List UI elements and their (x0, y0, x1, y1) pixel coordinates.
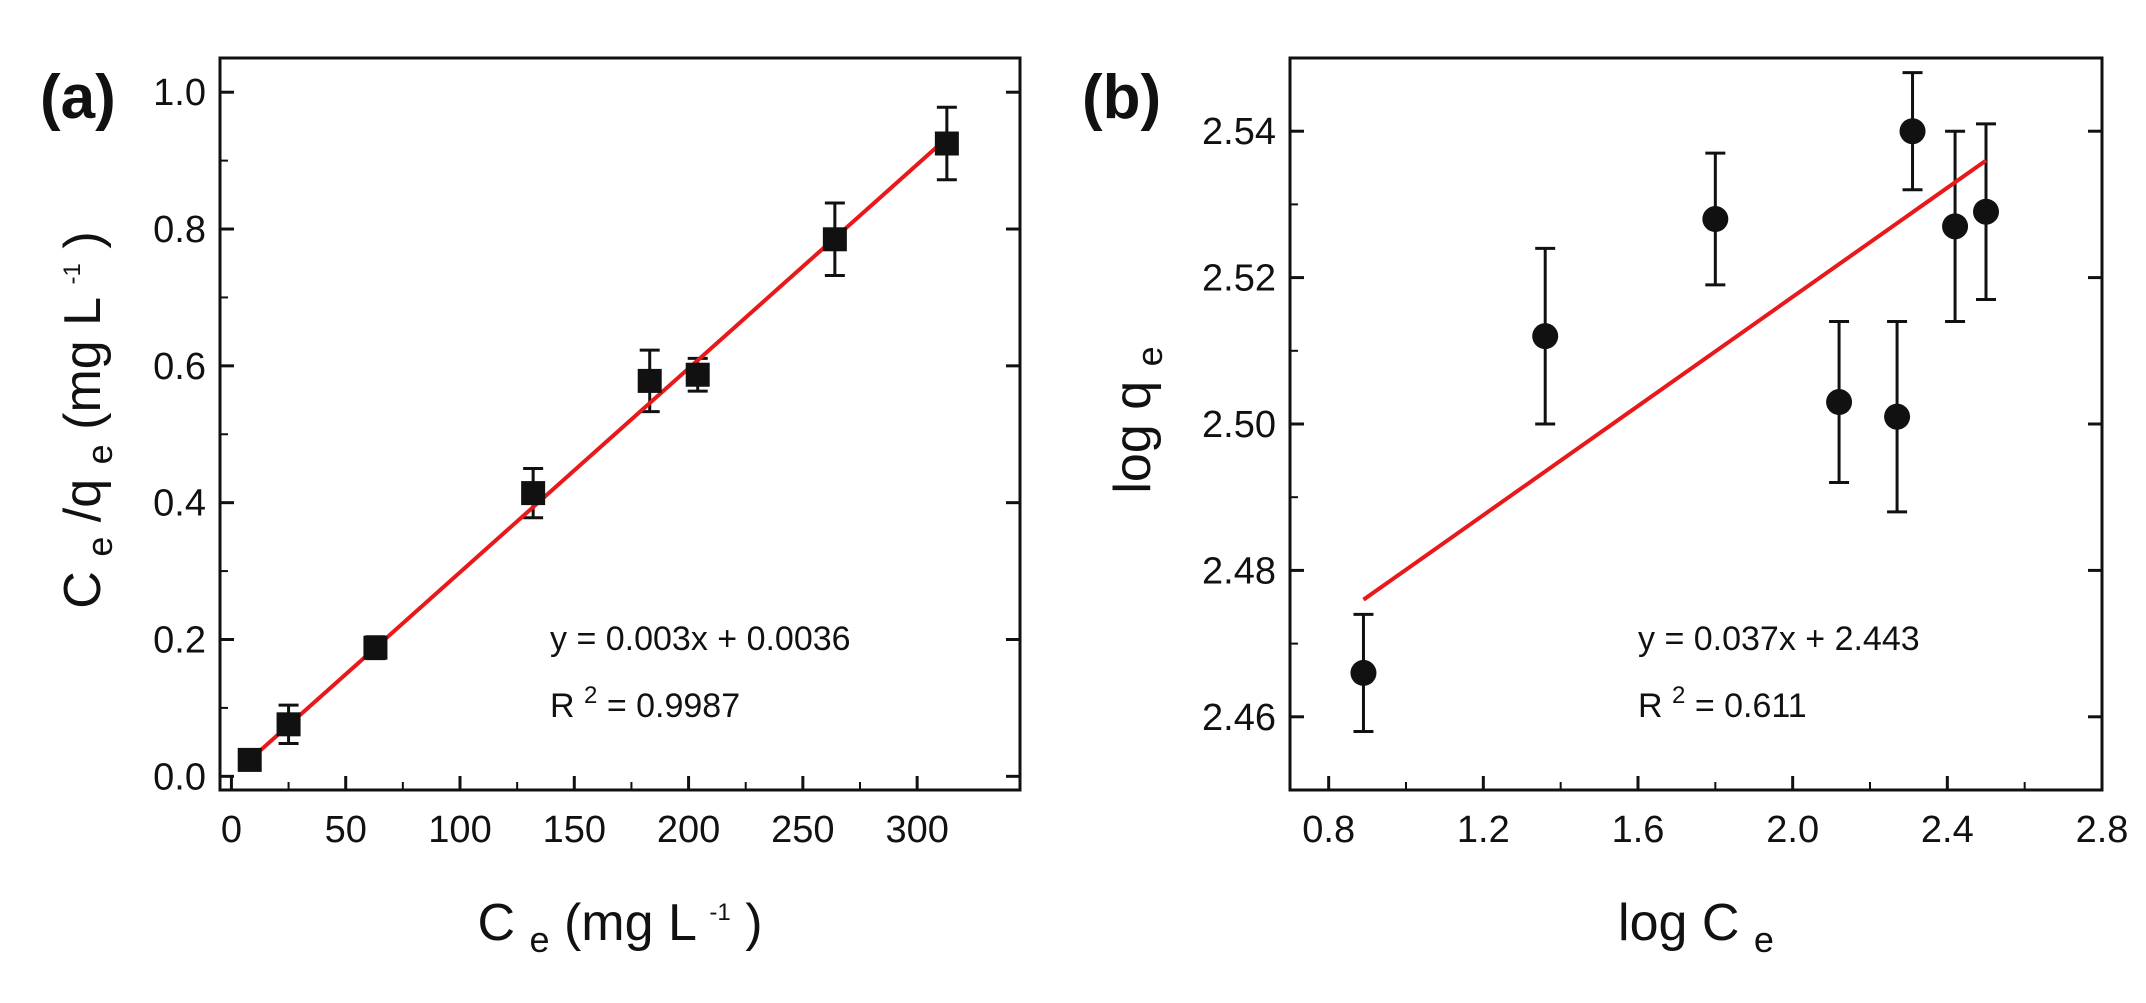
panel-a-data-point (934, 131, 959, 156)
panel-a-y-axis-sub1: e (79, 537, 120, 557)
panel-a-x-tick-label: 300 (885, 809, 948, 851)
panel-a-r2: R 2 = 0.9987 (550, 673, 740, 725)
panel-a: (a) 0 50 100 150 200 250 300 0.0 0.2 0.4 0.6 0.8 1.0… (34, 56, 1022, 964)
panel-b-data-point (1942, 213, 1969, 240)
panel-b-r2-value: = 0.611 (1695, 687, 1807, 725)
panel-a-x-tick-label: 50 (325, 809, 367, 851)
panel-b: (b) 0.8 1.2 1.6 2.0 2.4 2.8 2.46 2.48 2.50 2.52 2.… (1082, 56, 2128, 960)
panel-b-y-tick-label: 2.52 (1202, 258, 1276, 300)
panel-b-x-tick-label: 2.8 (2076, 809, 2129, 851)
panel-b-fit (1362, 158, 1988, 602)
panel-a-y-axis-exponent: -1 (59, 263, 86, 284)
panel-a-r2-superscript: 2 (584, 682, 597, 709)
panel-b-fit-line (1362, 158, 1988, 602)
panel-b-r2-prefix: R (1638, 687, 1663, 725)
panel-a-data-point (237, 747, 262, 772)
panel-b-label: (b) (1082, 63, 1161, 132)
panel-b-r2: R 2 = 0.611 (1638, 673, 1807, 725)
panel-a-errorbars (239, 105, 957, 767)
panel-b-y-axis-base: log q (1104, 381, 1162, 494)
panel-b-data-point (1973, 198, 1999, 225)
panel-b-axes-frame (1288, 56, 2104, 792)
panel-a-x-tick-label: 200 (657, 809, 720, 851)
panel-b-data-point (1826, 389, 1853, 416)
panel-a-x-axis-unit: (mg L (564, 894, 696, 952)
panel-b-data-point (1350, 659, 1377, 686)
panel-a-y-tick-label: 0.8 (153, 209, 206, 251)
panel-a-y-axis-unit: (mg L (54, 298, 112, 430)
panel-a-x-tick-label: 0 (221, 809, 242, 851)
panel-b-x-tick-label: 1.6 (1612, 809, 1665, 851)
panel-a-data-point (363, 635, 388, 660)
panel-a-x-axis-close: ) (745, 894, 762, 952)
panel-a-data-point (521, 481, 546, 506)
panel-a-y-tick-label: 0.6 (153, 346, 206, 388)
panel-b-equation: y = 0.037x + 2.443 (1638, 620, 1920, 658)
panel-b-r2-superscript: 2 (1672, 682, 1685, 709)
panel-a-r2-value: = 0.9987 (607, 687, 740, 725)
panel-b-x-tick-label: 2.4 (1921, 809, 1974, 851)
panel-b-data-point (1702, 206, 1729, 233)
panel-a-x-tick-label: 100 (428, 809, 491, 851)
panel-b-y-tick-label: 2.50 (1202, 404, 1276, 446)
panel-a-y-tick-label: 0.0 (153, 756, 206, 798)
panel-b-x-tick-label: 1.2 (1457, 809, 1510, 851)
panel-b-ticks: 0.8 1.2 1.6 2.0 2.4 2.8 2.46 2.48 2.50 2.52 2.54 (1202, 111, 2128, 851)
panel-a-y-tick-label: 1.0 (153, 72, 206, 114)
panel-a-data-point (276, 712, 301, 737)
panel-b-x-axis-title: log C e (1618, 894, 1774, 960)
panel-b-x-tick-label: 2.0 (1766, 809, 1819, 851)
panel-b-y-axis-sub: e (1129, 346, 1170, 366)
panel-a-y-axis-base1: C (54, 571, 112, 609)
panel-a-y-axis-title: C e /q e (mg L -1 ) (34, 231, 124, 608)
panel-b-points (1350, 118, 1999, 686)
panel-a-points (237, 131, 959, 772)
panel-a-x-axis-title: C e (mg L -1 ) (477, 874, 762, 964)
panel-a-data-point (637, 368, 662, 393)
panel-a-y-tick-label: 0.4 (153, 483, 206, 525)
panel-b-x-tick-label: 0.8 (1302, 809, 1355, 851)
panel-a-x-axis-sub: e (529, 919, 549, 960)
panel-b-x-axis-sub: e (1754, 919, 1774, 960)
panel-a-ticks: 0 50 100 150 200 250 300 0.0 0.2 0.4 0.6 0.8 1.0 (153, 72, 1020, 851)
panel-a-x-axis-exponent: -1 (709, 899, 730, 926)
panel-a-x-axis-base: C (477, 894, 515, 952)
panel-b-x-axis-base: log C (1618, 894, 1739, 952)
panel-b-y-axis-title: log q e (1104, 346, 1170, 493)
panel-a-x-tick-label: 250 (771, 809, 834, 851)
panel-a-y-axis-sub2: e (79, 444, 120, 464)
panel-a-label: (a) (40, 63, 116, 132)
panel-a-data-point (685, 362, 710, 387)
panel-b-y-tick-label: 2.46 (1202, 697, 1276, 739)
panel-b-y-tick-label: 2.54 (1202, 111, 1276, 153)
panel-b-y-tick-label: 2.48 (1202, 550, 1276, 592)
panel-a-data-point (822, 227, 847, 252)
panel-a-equation: y = 0.003x + 0.0036 (550, 620, 851, 658)
panel-a-y-axis-slash: /q (54, 479, 112, 522)
panel-a-x-tick-label: 150 (543, 809, 606, 851)
panel-b-data-point (1532, 323, 1559, 350)
panel-a-axes-frame (218, 56, 1022, 792)
panel-b-data-point (1884, 403, 1911, 430)
panel-b-data-point (1899, 118, 1926, 145)
panel-a-y-axis-close: ) (54, 231, 112, 248)
panel-a-r2-prefix: R (550, 687, 575, 725)
panel-a-y-tick-label: 0.2 (153, 619, 206, 661)
